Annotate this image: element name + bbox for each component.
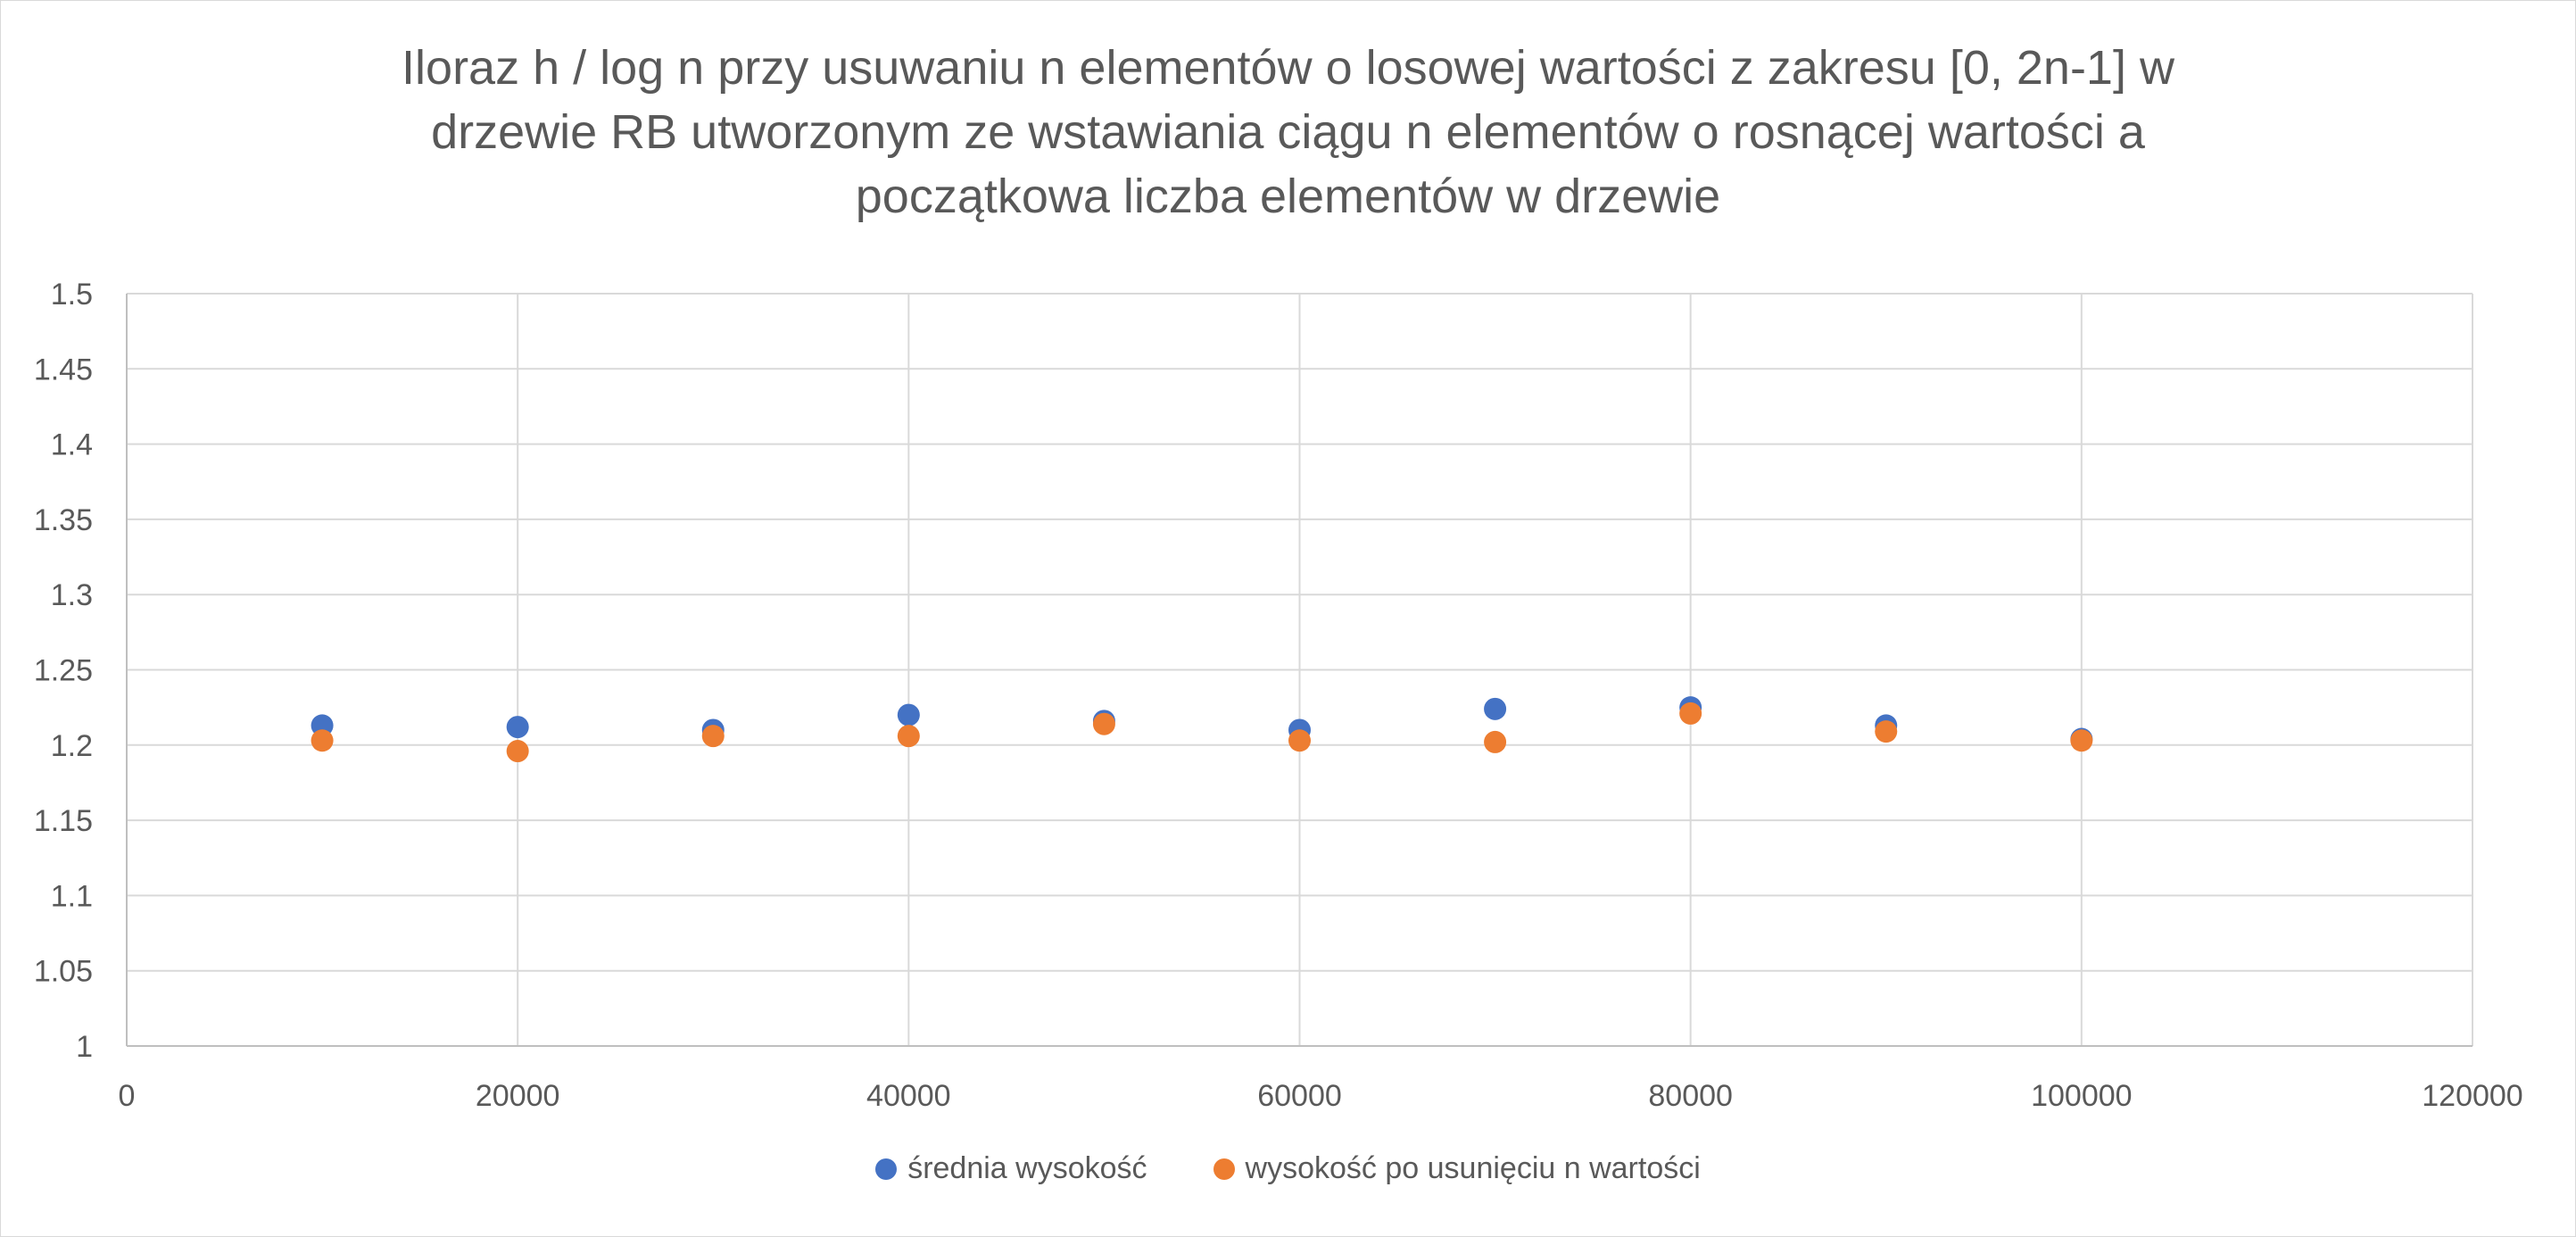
gridlines bbox=[127, 293, 2473, 1046]
data-point-series-2[interactable] bbox=[1875, 720, 1898, 743]
chart-title: Iloraz h / log n przy usuwaniu n element… bbox=[178, 36, 2398, 228]
x-tick-label: 0 bbox=[119, 1079, 136, 1113]
y-tick-label: 1.5 bbox=[51, 278, 93, 311]
chart-title-line-3: początkowa liczba elementów w drzewie bbox=[855, 170, 1721, 223]
chart-title-line-1: Iloraz h / log n przy usuwaniu n element… bbox=[402, 41, 2174, 95]
data-point-series-2[interactable] bbox=[701, 725, 725, 748]
data-point-series-1[interactable] bbox=[506, 716, 529, 739]
data-point-series-1[interactable] bbox=[897, 703, 920, 726]
legend-item-series-1[interactable]: średnia wysokość bbox=[875, 1151, 1147, 1186]
y-tick-label: 1.1 bbox=[51, 879, 93, 913]
data-point-series-2[interactable] bbox=[1484, 730, 1507, 753]
chart-title-line-2: drzewie RB utworzonym ze wstawiania ciąg… bbox=[431, 105, 2145, 159]
x-tick-labels: 0 20000 40000 60000 80000 100000 120000 bbox=[119, 1079, 2523, 1113]
x-tick-label: 120000 bbox=[2422, 1079, 2522, 1113]
data-point-series-1[interactable] bbox=[1484, 697, 1507, 720]
x-tick-label: 40000 bbox=[866, 1079, 951, 1113]
legend-marker-series-1 bbox=[875, 1158, 898, 1180]
y-tick-label: 1.2 bbox=[51, 729, 93, 763]
y-tick-label: 1.15 bbox=[34, 804, 93, 838]
y-tick-label: 1.45 bbox=[34, 353, 93, 386]
x-tick-label: 80000 bbox=[1648, 1079, 1733, 1113]
y-tick-label: 1.35 bbox=[34, 503, 93, 537]
y-tick-label: 1.05 bbox=[34, 955, 93, 989]
y-tick-label: 1 bbox=[76, 1030, 93, 1064]
data-point-series-2[interactable] bbox=[506, 740, 529, 763]
legend-label-series-1: średnia wysokość bbox=[907, 1151, 1147, 1185]
y-tick-labels: 1 1.05 1.1 1.15 1.2 1.25 1.3 1.35 1.4 1.45 1.5 bbox=[34, 278, 93, 1064]
x-tick-label: 20000 bbox=[476, 1079, 560, 1113]
y-tick-label: 1.4 bbox=[51, 428, 93, 462]
data-point-series-2[interactable] bbox=[311, 729, 334, 752]
data-point-series-2[interactable] bbox=[1092, 712, 1115, 735]
legend-item-series-2[interactable]: wysokość po usunięciu n wartości bbox=[1213, 1151, 1701, 1186]
data-point-series-2[interactable] bbox=[1679, 702, 1702, 725]
data-point-series-2[interactable] bbox=[897, 725, 920, 748]
data-point-series-2[interactable] bbox=[2070, 729, 2093, 752]
y-tick-label: 1.25 bbox=[34, 654, 93, 688]
x-tick-label: 100000 bbox=[2031, 1079, 2132, 1113]
data-points bbox=[311, 696, 2093, 763]
legend-label-series-2: wysokość po usunięciu n wartości bbox=[1245, 1151, 1701, 1185]
x-tick-label: 60000 bbox=[1257, 1079, 1342, 1113]
axes bbox=[126, 294, 2472, 1047]
legend: średnia wysokość wysokość po usunięciu n… bbox=[0, 1151, 2576, 1186]
data-point-series-2[interactable] bbox=[1288, 729, 1311, 752]
legend-marker-series-2 bbox=[1213, 1158, 1235, 1180]
y-tick-label: 1.3 bbox=[51, 578, 93, 612]
